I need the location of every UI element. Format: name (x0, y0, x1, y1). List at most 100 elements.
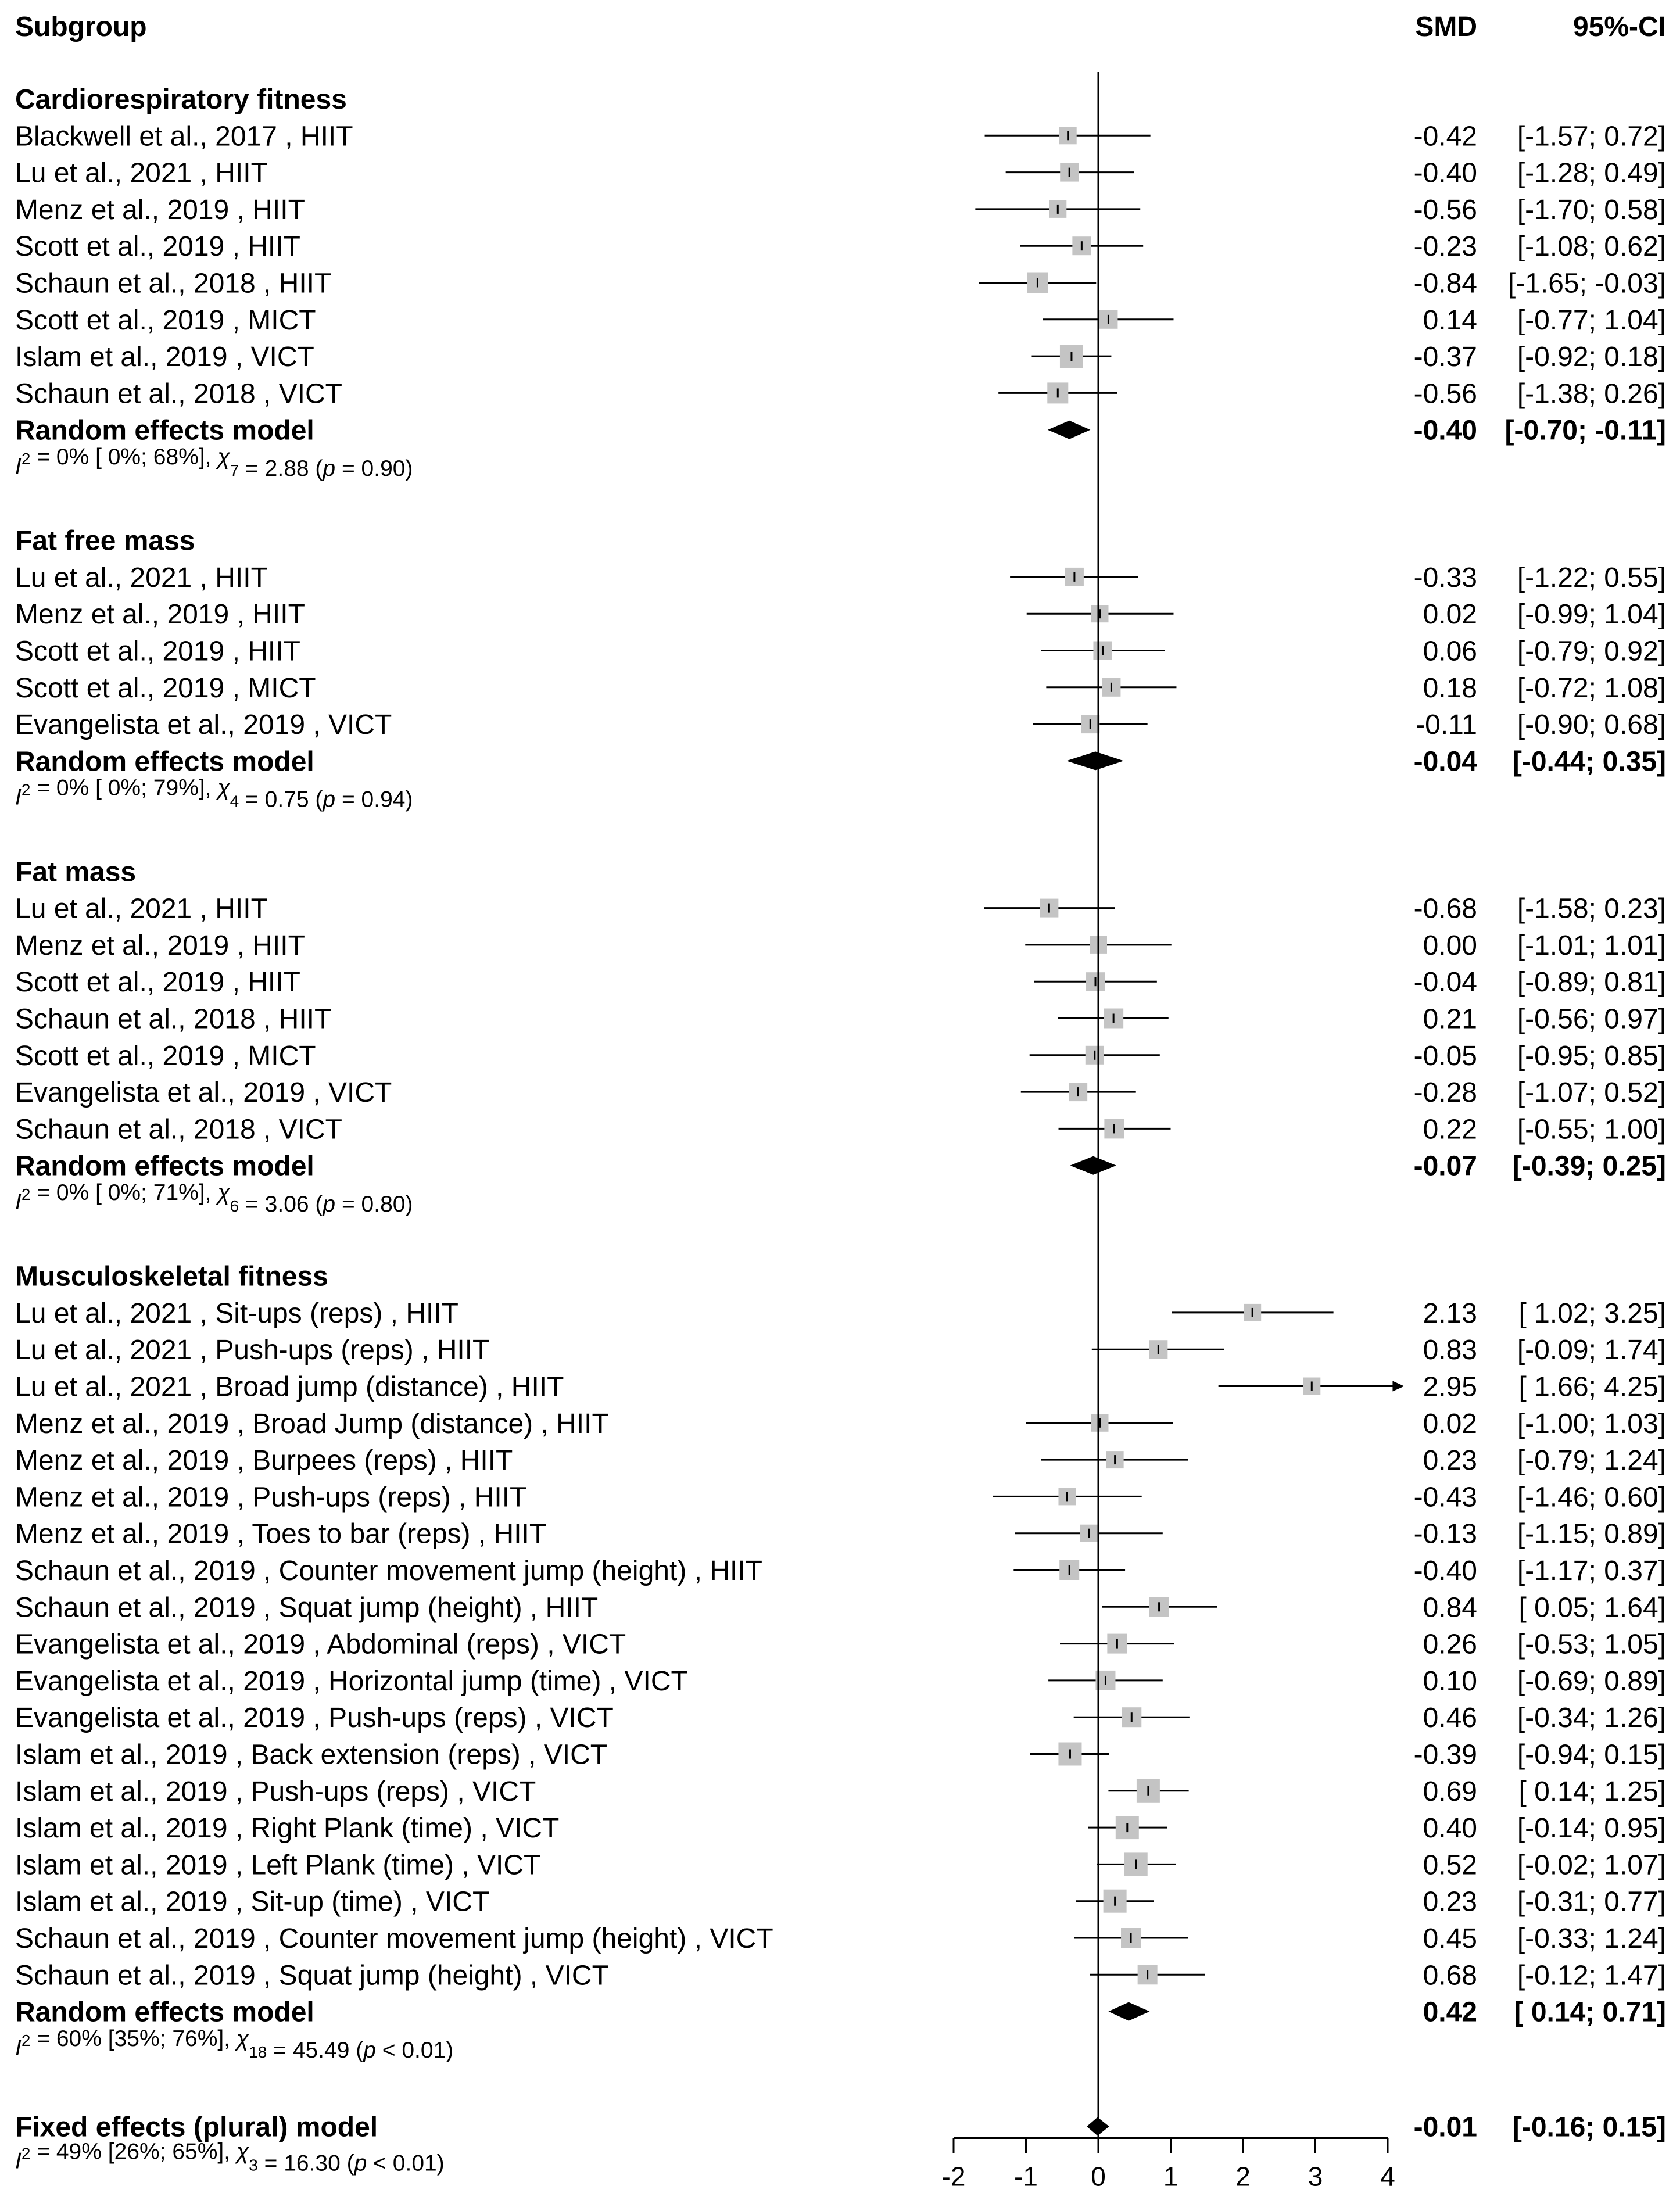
overall-ci: [-0.16; 0.15] (1513, 2112, 1666, 2143)
heterogeneity-part: 2 (22, 2031, 31, 2049)
heterogeneity-part: p (363, 2038, 376, 2063)
heterogeneity-part: 2 (22, 1185, 31, 1203)
forest-rows: Cardiorespiratory fitness Blackwell et al… (15, 84, 1666, 2176)
study-smd: -0.40 (1414, 1556, 1477, 1586)
study-label: Islam et al., 2019 , Right Plank (time) … (15, 1813, 559, 1844)
study-label: Islam et al., 2019 , Sit-up (time) , VIC… (15, 1887, 489, 1918)
heterogeneity-part: = 45.49 ( (267, 2038, 363, 2063)
study-label: Schaun et al., 2019 , Squat jump (height… (15, 1592, 598, 1623)
study-smd: -0.39 (1414, 1740, 1477, 1771)
study-label: Scott et al., 2019 , HIIT (15, 636, 300, 667)
study-ci: [ 0.14; 1.25] (1518, 1776, 1666, 1807)
study-smd: 0.45 (1423, 1923, 1477, 1954)
heterogeneity-part: = 0% [ 0%; 68%], (30, 445, 217, 470)
heterogeneity-part: < 0.01) (376, 2038, 453, 2063)
study-smd: 0.23 (1423, 1445, 1477, 1476)
study-label: Menz et al., 2019 , Burpees (reps) , HII… (15, 1445, 513, 1476)
model-smd: -0.04 (1414, 746, 1478, 777)
random-effects-diamond (1070, 1156, 1117, 1175)
study-smd: 0.22 (1423, 1114, 1477, 1145)
heterogeneity-part: = 0% [ 0%; 79%], (30, 776, 217, 801)
study-ci: [-0.55; 1.00] (1517, 1114, 1666, 1145)
x-axis: -2 -1 0 1 2 3 4 (942, 72, 1395, 2192)
study-label: Lu et al., 2021 , HIIT (15, 158, 268, 189)
study-ci: [-0.33; 1.24] (1517, 1923, 1666, 1954)
study-ci: [-1.15; 0.89] (1517, 1519, 1666, 1550)
study-label: Schaun et al., 2019 , Squat jump (height… (15, 1960, 609, 1991)
study-label: Blackwell et al., 2017 , HIIT (15, 121, 353, 152)
heterogeneity-part: χ (235, 2140, 249, 2165)
heterogeneity-part: I (15, 454, 22, 479)
study-label: Schaun et al., 2018 , HIIT (15, 268, 331, 299)
study-label: Lu et al., 2021 , HIIT (15, 894, 268, 924)
study-ci: [-0.77; 1.04] (1517, 305, 1666, 336)
x-tick-label: -2 (942, 2162, 966, 2192)
study-ci: [-0.14; 0.95] (1517, 1813, 1666, 1844)
heterogeneity-part: I (15, 2149, 22, 2174)
study-ci: [-0.56; 0.97] (1517, 1004, 1666, 1035)
x-tick-label: 2 (1235, 2162, 1251, 2192)
study-ci: [-0.34; 1.26] (1517, 1703, 1666, 1733)
header-subgroup: Subgroup (15, 12, 147, 42)
study-label: Islam et al., 2019 , Back extension (rep… (15, 1740, 607, 1771)
heterogeneity-part: = 0.75 ( (239, 787, 323, 812)
study-smd: 0.00 (1423, 930, 1477, 961)
study-ci: [-0.69; 0.89] (1517, 1666, 1666, 1697)
study-ci: [-1.65; -0.03] (1508, 268, 1666, 299)
study-smd: 0.52 (1423, 1850, 1477, 1880)
study-ci: [-0.95; 0.85] (1517, 1041, 1666, 1072)
study-label: Islam et al., 2019 , VICT (15, 342, 314, 372)
study-label: Scott et al., 2019 , MICT (15, 305, 316, 336)
study-smd: 0.40 (1423, 1813, 1477, 1844)
study-ci: [ 1.66; 4.25] (1518, 1372, 1666, 1403)
study-smd: -0.04 (1414, 967, 1477, 998)
header-smd: SMD (1415, 12, 1477, 42)
study-label: Scott et al., 2019 , HIIT (15, 231, 300, 262)
study-smd: 0.69 (1423, 1776, 1477, 1807)
heterogeneity-stats: I2 = 0% [ 0%; 68%], χ7 = 2.88 (p = 0.90) (15, 445, 413, 481)
study-ci: [-0.12; 1.47] (1517, 1960, 1666, 1991)
heterogeneity-stats: I2 = 60% [35%; 76%], χ18 = 45.49 (p < 0.… (15, 2026, 453, 2063)
heterogeneity-part: χ (216, 1180, 230, 1205)
heterogeneity-part: 2 (22, 2145, 31, 2163)
overall-smd: -0.01 (1414, 2112, 1477, 2143)
study-smd: 2.13 (1423, 1298, 1477, 1329)
study-ci: [-0.79; 0.92] (1517, 636, 1666, 667)
heterogeneity-part: χ (216, 776, 230, 801)
heterogeneity-part: 3 (249, 2156, 258, 2174)
study-smd: 0.18 (1423, 673, 1477, 704)
study-label: Islam et al., 2019 , Left Plank (time) ,… (15, 1850, 540, 1880)
heterogeneity-part: I (15, 785, 22, 810)
model-ci: [-0.70; -0.11] (1505, 415, 1666, 446)
study-ci: [-0.89; 0.81] (1517, 967, 1666, 998)
study-ci: [-1.46; 0.60] (1517, 1482, 1666, 1513)
study-label: Schaun et al., 2018 , VICT (15, 378, 342, 409)
study-smd: 0.83 (1423, 1335, 1477, 1366)
model-label: Random effects model (15, 746, 314, 777)
heterogeneity-stats: I2 = 49% [26%; 65%], χ3 = 16.30 (p < 0.0… (15, 2140, 445, 2176)
study-label: Evangelista et al., 2019 , Horizontal ju… (15, 1666, 688, 1697)
study-label: Menz et al., 2019 , HIIT (15, 930, 305, 961)
study-label: Evangelista et al., 2019 , Abdominal (re… (15, 1629, 626, 1660)
study-ci: [ 0.05; 1.64] (1518, 1592, 1666, 1623)
study-label: Menz et al., 2019 , HIIT (15, 599, 305, 630)
study-label: Schaun et al., 2019 , Counter movement j… (15, 1556, 762, 1586)
study-ci: [-0.90; 0.68] (1517, 709, 1666, 740)
heterogeneity-part: < 0.01) (367, 2151, 444, 2176)
study-label: Evangelista et al., 2019 , VICT (15, 1077, 392, 1108)
study-label: Scott et al., 2019 , MICT (15, 1041, 316, 1072)
study-label: Evangelista et al., 2019 , VICT (15, 709, 392, 740)
study-ci: [-1.22; 0.55] (1517, 562, 1666, 593)
study-smd: -0.23 (1414, 231, 1477, 262)
study-label: Menz et al., 2019 , Push-ups (reps) , HI… (15, 1482, 526, 1513)
heterogeneity-part: 4 (230, 793, 239, 811)
study-smd: -0.40 (1414, 158, 1477, 189)
model-ci: [-0.44; 0.35] (1513, 746, 1666, 777)
study-smd: 0.21 (1423, 1004, 1477, 1035)
x-tick-label: 4 (1380, 2162, 1395, 2192)
subgroup-title: Fat mass (15, 857, 136, 887)
study-smd: -0.42 (1414, 121, 1477, 152)
study-ci: [-1.01; 1.01] (1517, 930, 1666, 961)
header-ci: 95%-CI (1573, 12, 1666, 42)
study-label: Menz et al., 2019 , Broad Jump (distance… (15, 1409, 609, 1439)
